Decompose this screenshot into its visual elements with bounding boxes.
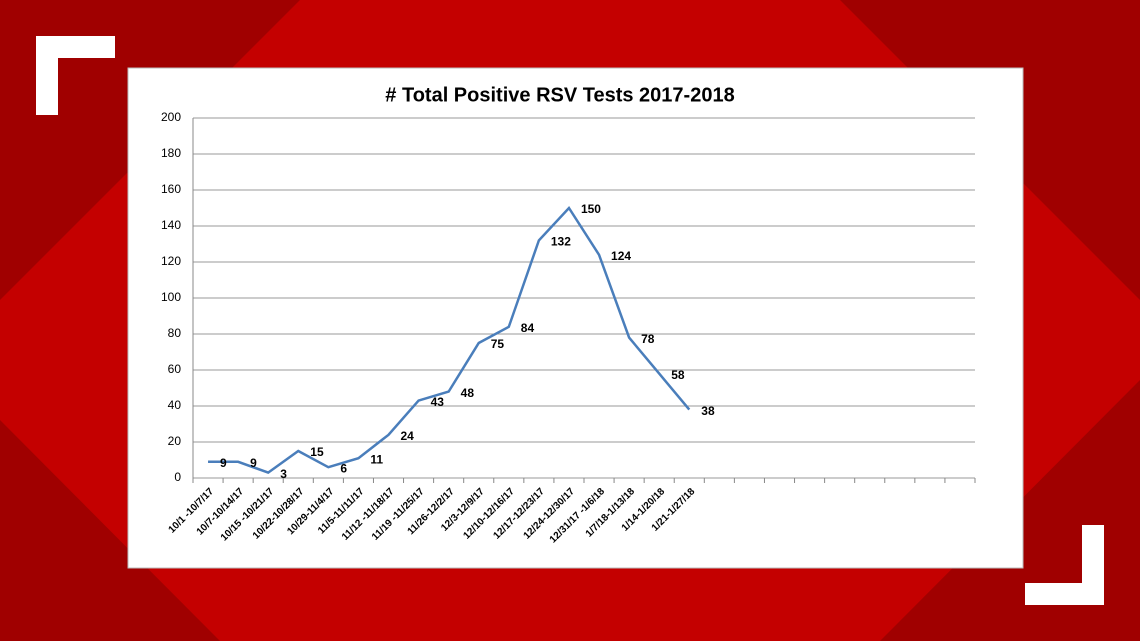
data-label: 150 bbox=[581, 202, 601, 216]
data-label: 84 bbox=[521, 321, 535, 335]
corner-bracket bbox=[36, 36, 115, 115]
line bbox=[208, 205, 691, 474]
data-label: 58 bbox=[671, 368, 685, 382]
y-tick-label: 80 bbox=[168, 326, 182, 340]
data-label: 132 bbox=[551, 235, 571, 249]
data-label: 43 bbox=[431, 395, 445, 409]
chart-panel bbox=[127, 67, 1024, 569]
data-label: 15 bbox=[310, 445, 324, 459]
y-tick-label: 200 bbox=[161, 110, 181, 124]
bg-shape bbox=[0, 420, 220, 641]
data-label: 124 bbox=[611, 249, 631, 263]
data-label: 48 bbox=[461, 386, 475, 400]
data-label: 3 bbox=[280, 467, 287, 481]
data-label: 6 bbox=[340, 461, 347, 475]
y-tick-label: 120 bbox=[161, 254, 181, 268]
corner-bracket bbox=[1025, 525, 1104, 605]
data-label: 9 bbox=[220, 456, 227, 470]
y-tick-label: 0 bbox=[174, 470, 181, 484]
data-label: 24 bbox=[401, 429, 415, 443]
data-label: 9 bbox=[250, 456, 257, 470]
y-tick-label: 140 bbox=[161, 218, 181, 232]
y-tick-label: 20 bbox=[168, 434, 182, 448]
data-label: 11 bbox=[370, 452, 383, 466]
chart-title: # Total Positive RSV Tests 2017-2018 bbox=[385, 84, 734, 106]
y-tick-label: 100 bbox=[161, 290, 181, 304]
data-label: 38 bbox=[701, 404, 715, 418]
data-label: 75 bbox=[491, 337, 505, 351]
y-tick-label: 180 bbox=[161, 146, 181, 160]
y-tick-label: 60 bbox=[168, 362, 182, 376]
data-label: 78 bbox=[641, 332, 655, 346]
y-tick-label: 40 bbox=[168, 398, 182, 412]
y-tick-label: 160 bbox=[161, 182, 181, 196]
